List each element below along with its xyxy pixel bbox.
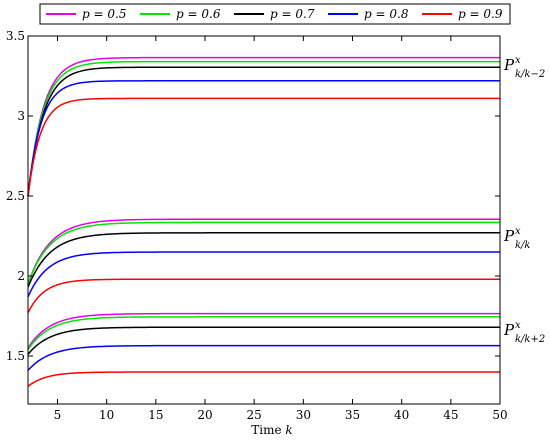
legend-label: p = 0.7 — [270, 7, 315, 21]
legend-item: p = 0.7 — [234, 7, 315, 21]
x-tick-label: 25 — [247, 408, 262, 422]
legend-label: p = 0.9 — [458, 7, 503, 21]
y-tick-label: 3.5 — [6, 29, 25, 43]
series-line-group1-p09 — [27, 97, 500, 197]
legend-box — [39, 3, 511, 25]
series-line-group1-p07 — [27, 66, 500, 197]
series-line-group2-p05 — [27, 218, 500, 285]
annotation-superscript: x — [515, 226, 521, 237]
legend-item: p = 0.8 — [328, 7, 409, 21]
x-tick-label: 40 — [394, 408, 409, 422]
legend-label: p = 0.8 — [364, 7, 409, 21]
x-tick-label: 30 — [296, 408, 311, 422]
series-line-group1-p05 — [27, 56, 500, 197]
series-line-group3-p06 — [27, 316, 500, 351]
legend-item: p = 0.5 — [46, 7, 126, 21]
annotation-base: P — [503, 56, 515, 74]
axis-ticks: 5 10 15 20 25 30 35 40 45 50 1.5 2 2.5 3 3.5 — [6, 29, 508, 422]
series-line-group1-p08 — [27, 80, 500, 197]
annotation-superscript: x — [515, 320, 521, 331]
annotation-base: P — [503, 321, 515, 339]
series-line-group2-p07 — [27, 232, 500, 288]
legend-item: p = 0.6 — [140, 7, 221, 21]
y-tick-label: 2.5 — [6, 189, 25, 203]
x-tick-label: 45 — [443, 408, 458, 422]
x-tick-label: 15 — [148, 408, 163, 422]
x-tick-label: 35 — [345, 408, 360, 422]
annotation-superscript: x — [515, 55, 521, 66]
legend-label: p = 0.6 — [176, 7, 221, 21]
annotation-base: P — [503, 227, 515, 245]
series-line-group2-p08 — [27, 251, 500, 298]
x-tick-label: 20 — [197, 408, 212, 422]
plot-frame — [27, 35, 501, 405]
series-line-group1-p06 — [27, 60, 500, 197]
series-line-group3-p08 — [27, 344, 500, 371]
series-line-group3-p09 — [27, 371, 500, 387]
y-tick-label: 1.5 — [6, 349, 25, 363]
y-tick-label: 3 — [17, 109, 25, 123]
annotation-subscript: k/k — [515, 240, 531, 251]
plot-lines — [27, 56, 500, 387]
x-tick-label: 50 — [492, 408, 507, 422]
series-line-group2-p06 — [27, 221, 500, 285]
x-axis-label: Time k — [251, 423, 292, 437]
series-line-group3-p07 — [27, 326, 500, 355]
x-tick-label: 5 — [54, 408, 62, 422]
y-tick-label: 2 — [17, 269, 25, 283]
series-line-group3-p05 — [27, 312, 500, 349]
legend-label: p = 0.5 — [82, 7, 126, 21]
annotation-subscript: k/k+2 — [515, 334, 545, 345]
series-line-group2-p09 — [27, 278, 500, 314]
legend-item: p = 0.9 — [422, 7, 503, 21]
x-tick-label: 10 — [99, 408, 114, 422]
legend: p = 0.5 p = 0.6 p = 0.7 p = 0.8 p = 0.9 — [39, 3, 511, 25]
annotation-subscript: k/k−2 — [515, 69, 545, 80]
